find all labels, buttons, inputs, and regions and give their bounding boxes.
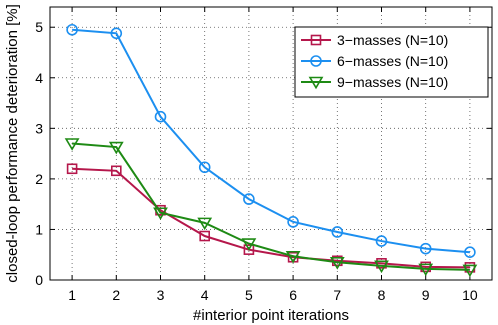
y-axis-label: closed-loop performance deterioration [%… [4, 4, 21, 282]
series-line [72, 28, 470, 254]
data-point [418, 263, 434, 277]
y-tick-label: 1 [35, 221, 43, 237]
x-tick-label: 10 [462, 287, 478, 303]
x-tick-label: 5 [245, 287, 253, 303]
data-point [287, 216, 299, 228]
x-tick-label: 4 [201, 287, 209, 303]
series-1 [66, 163, 476, 273]
data-point [64, 138, 80, 151]
data-point [154, 110, 167, 123]
data-point [198, 161, 211, 174]
data-point [331, 226, 344, 238]
data-point [243, 193, 255, 205]
legend-label: 9−masses (N=10) [337, 74, 448, 90]
legend-marker [310, 55, 322, 67]
x-tick-label: 6 [289, 287, 297, 303]
y-tick-label: 3 [35, 120, 43, 136]
data-point [241, 238, 257, 251]
x-tick-label: 7 [333, 287, 341, 303]
x-tick-label: 9 [422, 287, 430, 303]
legend-entry: 6−masses (N=10) [301, 53, 448, 69]
data-point [153, 207, 168, 221]
data-point [329, 257, 345, 270]
legend-label: 6−masses (N=10) [337, 53, 448, 69]
series-3 [64, 138, 478, 278]
series-line [72, 142, 470, 271]
x-tick-label: 1 [68, 287, 76, 303]
x-tick-label: 3 [157, 287, 165, 303]
legend-entry: 9−masses (N=10) [301, 74, 448, 90]
data-point [110, 27, 123, 40]
y-tick-label: 5 [35, 19, 43, 35]
data-point [111, 165, 122, 177]
data-point [66, 23, 78, 36]
data-point [199, 230, 210, 242]
data-point [419, 242, 432, 255]
data-point [462, 264, 478, 278]
legend-marker [308, 76, 324, 90]
data-point [464, 246, 476, 258]
series-2 [66, 23, 476, 258]
grid-lines [50, 7, 492, 281]
data-point [375, 235, 388, 247]
data-point [66, 163, 78, 175]
plot-area [49, 6, 493, 281]
y-tick-label: 4 [35, 70, 43, 86]
data-point [197, 217, 213, 231]
data-point [374, 260, 389, 274]
series-line [72, 167, 470, 269]
legend-marker [310, 34, 322, 46]
data-series [64, 23, 478, 278]
legend-entry: 3−masses (N=10) [301, 32, 448, 48]
data-point [108, 141, 124, 155]
x-tick-label: 8 [378, 287, 386, 303]
legend-label: 3−masses (N=10) [337, 32, 448, 48]
data-point [243, 244, 255, 255]
legend: 3−masses (N=10) 6−masses (N=10) 9−masses (… [294, 26, 489, 98]
data-point [285, 250, 301, 264]
y-tick-label: 0 [35, 272, 43, 288]
y-tick-label: 2 [35, 171, 43, 187]
x-axis-label: #interior point iterations [193, 307, 349, 324]
x-tick-label: 2 [112, 287, 120, 303]
axis-ticks: 1 2 3 4 5 6 7 8 9 10 0 1 2 3 4 5 [35, 7, 492, 303]
